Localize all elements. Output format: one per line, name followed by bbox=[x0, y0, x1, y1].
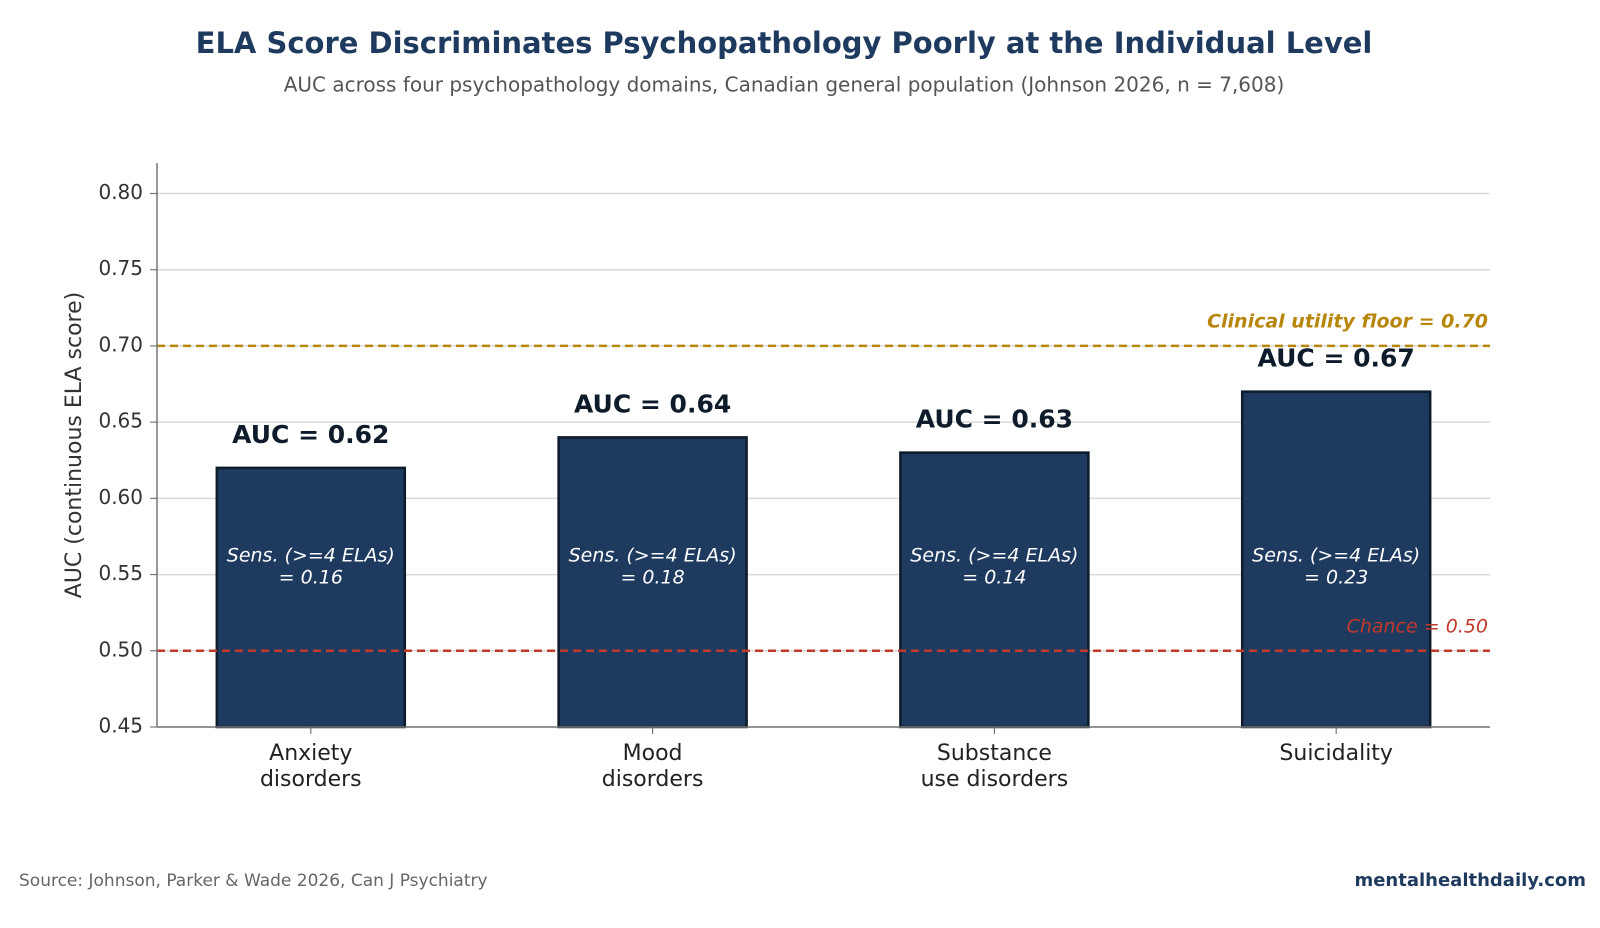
inner-label: Sens. (>=4 ELAs) bbox=[227, 545, 395, 567]
y-tick-label: 0.50 bbox=[98, 637, 143, 661]
y-tick-label: 0.80 bbox=[98, 180, 143, 204]
inner-label: = 0.14 bbox=[962, 567, 1026, 589]
source-note: Source: Johnson, Parker & Wade 2026, Can… bbox=[19, 871, 488, 891]
x-tick-label: Substance bbox=[937, 741, 1052, 766]
y-tick-label: 0.65 bbox=[98, 409, 143, 433]
x-tick-label: use disorders bbox=[921, 767, 1069, 792]
value-label: AUC = 0.63 bbox=[916, 405, 1073, 434]
x-tick-label: Anxiety bbox=[269, 741, 352, 766]
reference-label: Chance = 0.50 bbox=[1347, 615, 1488, 637]
y-tick-label: 0.60 bbox=[98, 485, 143, 509]
bar bbox=[1240, 390, 1432, 729]
bar bbox=[215, 466, 407, 729]
y-axis-label: AUC (continuous ELA score) bbox=[62, 292, 87, 598]
inner-label: = 0.16 bbox=[279, 567, 343, 589]
value-label: AUC = 0.62 bbox=[232, 420, 389, 449]
bar bbox=[899, 451, 1090, 729]
x-tick-label: Mood bbox=[623, 741, 683, 766]
inner-label: Sens. (>=4 ELAs) bbox=[1252, 545, 1420, 567]
inner-label: Sens. (>=4 ELAs) bbox=[910, 545, 1078, 567]
inner-label: Sens. (>=4 ELAs) bbox=[569, 545, 737, 567]
y-tick-label: 0.45 bbox=[98, 714, 143, 738]
reference-label: Clinical utility floor = 0.70 bbox=[1207, 310, 1488, 332]
y-tick-label: 0.70 bbox=[98, 332, 143, 356]
y-tick-label: 0.75 bbox=[98, 256, 143, 280]
x-tick-label: Suicidality bbox=[1279, 741, 1393, 766]
x-tick-label: disorders bbox=[602, 767, 704, 792]
value-label: AUC = 0.67 bbox=[1258, 344, 1415, 373]
value-label: AUC = 0.64 bbox=[574, 389, 731, 418]
chart-subtitle: AUC across four psychopathology domains,… bbox=[284, 73, 1285, 97]
bar bbox=[557, 436, 748, 729]
inner-label: = 0.23 bbox=[1304, 567, 1368, 589]
x-tick-label: disorders bbox=[260, 767, 362, 792]
brand: mentalhealthdaily.com bbox=[1354, 870, 1586, 891]
inner-label: = 0.18 bbox=[620, 567, 684, 589]
chart-title: ELA Score Discriminates Psychopathology … bbox=[196, 26, 1373, 60]
y-tick-label: 0.55 bbox=[98, 561, 143, 585]
